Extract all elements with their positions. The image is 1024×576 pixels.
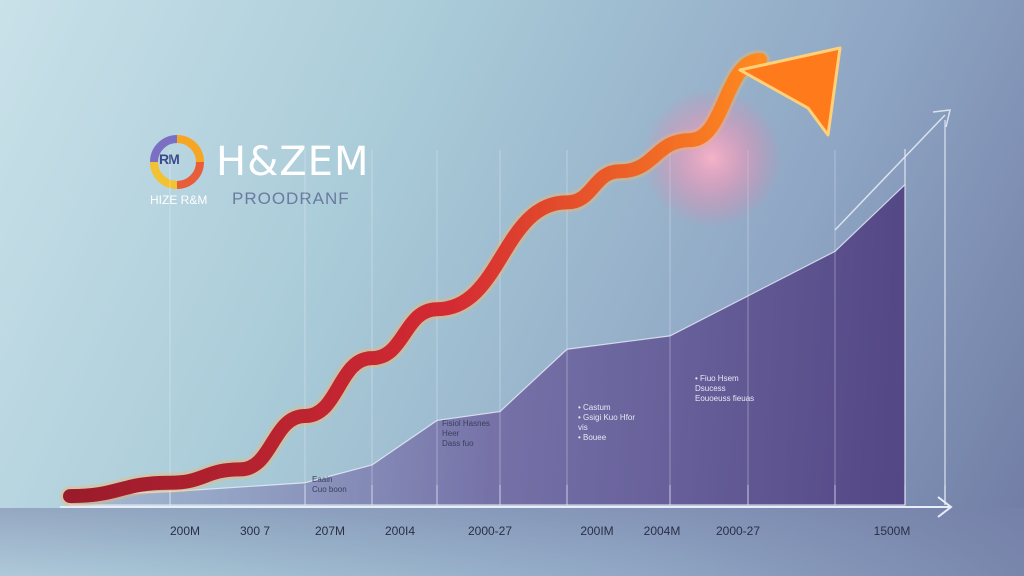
x-tick-label: 1500M xyxy=(874,524,911,538)
x-tick-label: 200I4 xyxy=(385,524,415,538)
annotation-line: Heer xyxy=(442,429,460,438)
annotation-line: Cuo boon xyxy=(312,485,347,494)
logo-subtitle-right: PROODRANF xyxy=(232,189,350,208)
annotation-line: • Gsigi Kuo Hfor xyxy=(578,413,635,422)
growth-line-series xyxy=(60,46,842,507)
secondary-trend-line xyxy=(834,114,946,231)
annotation-line: Dass fuo xyxy=(442,439,474,448)
x-tick-label: 200M xyxy=(170,524,200,538)
gridlines xyxy=(169,150,946,505)
logo-wordmark: H&ZEM xyxy=(216,139,370,185)
logo-ring-icon xyxy=(150,135,204,189)
growth-line xyxy=(63,53,767,504)
highlight-glow xyxy=(642,88,782,228)
growth-arrow-head xyxy=(738,46,842,137)
annotation-line: • Castum xyxy=(578,403,611,412)
x-tick-label: 2004M xyxy=(644,524,681,538)
x-tick-label: 300 7 xyxy=(240,524,270,538)
annotation-line: Dsucess xyxy=(695,384,726,393)
annotation-line: Fisiol Hasnes xyxy=(442,419,490,428)
annotation-line: • Fiuo Hsem xyxy=(695,374,739,383)
x-tick-label: 207M xyxy=(315,524,345,538)
annotation-2: • Castum• Gsigi Kuo Hfor vis• Bouee xyxy=(578,403,635,442)
logo-subtitle-left: HIZE R&M xyxy=(150,193,208,207)
x-tick-label: 2000-27 xyxy=(716,524,760,538)
annotation-line: Eaain xyxy=(312,475,332,484)
annotation-line: vis xyxy=(578,423,588,432)
axes xyxy=(60,109,953,518)
area-series xyxy=(69,149,906,506)
x-tick-label: 200IM xyxy=(580,524,613,538)
x-axis-arrow xyxy=(937,496,953,518)
annotation-line: • Bouee xyxy=(578,433,607,442)
floor-reflection xyxy=(0,508,1024,576)
secondary-trend-arrow xyxy=(932,109,951,128)
area-fill xyxy=(69,149,906,506)
brand-logo: RM H&ZEM HIZE R&M PROODRANF xyxy=(150,135,440,215)
x-tick-label: 2000-27 xyxy=(468,524,512,538)
x-tick-labels: 200M 300 7 207M 200I4 2000-27 200IM 2004M 2000-… xyxy=(170,524,910,538)
annotation-line: Eouoeuss fieuas xyxy=(695,394,754,403)
logo-mark-text: RM xyxy=(159,151,180,167)
annotation-3: • Fiuo Hsem Dsucess Eouoeuss fieuas xyxy=(695,374,754,403)
